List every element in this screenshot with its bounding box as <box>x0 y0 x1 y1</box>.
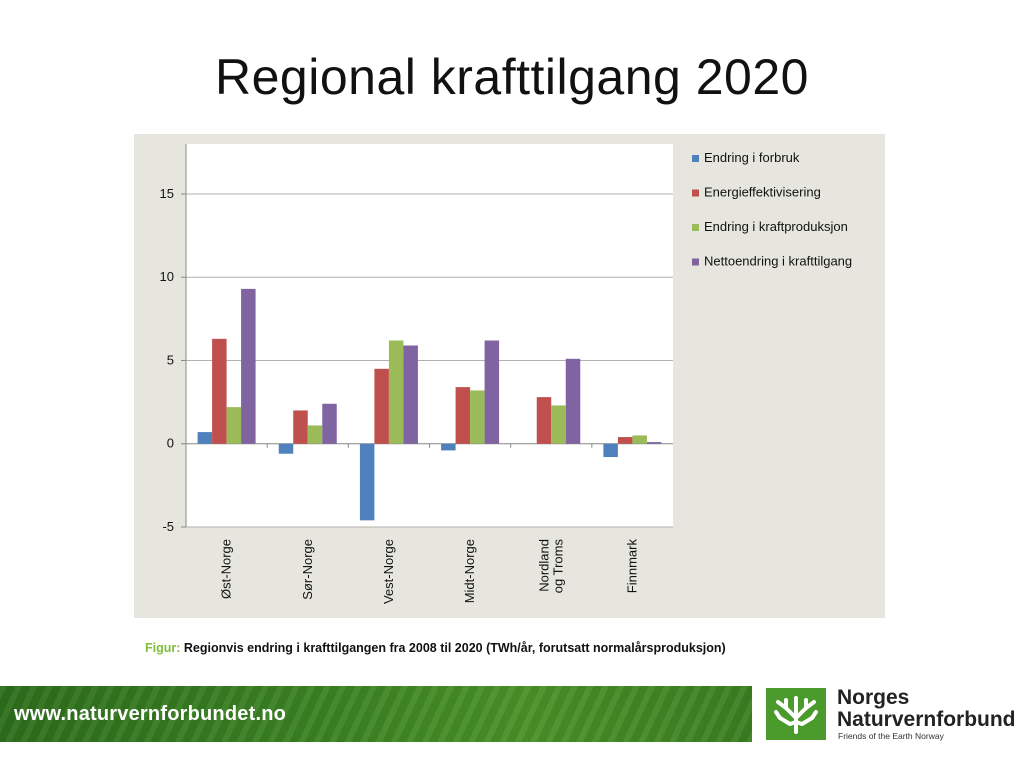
caption-text: Regionvis endring i krafttilgangen fra 2… <box>183 641 726 655</box>
chart-panel: -5 0 5 10 15 Øst-Norge Sør-Norge Vest-Norge Midt… <box>134 134 885 618</box>
bar <box>322 403 337 444</box>
caption-prefix: Figur: <box>145 641 181 655</box>
legend-label: Nettoendring i krafttilgang <box>704 254 852 269</box>
bar <box>441 443 456 451</box>
bar <box>226 407 242 444</box>
plot-area <box>186 144 673 527</box>
tree-crown-icon <box>774 696 818 734</box>
bar <box>403 345 418 444</box>
y-tick-label: 15 <box>160 186 174 201</box>
legend-swatch <box>692 155 699 162</box>
figure-caption: Figur: Regionvis endring i krafttilgange… <box>145 641 726 655</box>
bar <box>293 410 308 444</box>
bar <box>536 397 552 444</box>
x-category-label: Sør-Norge <box>300 539 315 600</box>
bar <box>455 387 471 444</box>
bar <box>307 425 323 444</box>
legend-swatch <box>692 258 699 266</box>
bar <box>646 442 662 444</box>
x-category-label: og Troms <box>550 539 565 594</box>
bar <box>632 435 647 444</box>
x-category-label: Finnmark <box>624 539 639 594</box>
bar <box>603 443 618 458</box>
legend-label: Energieffektivisering <box>704 185 821 200</box>
logo-subtitle: Friends of the Earth Norway <box>838 731 944 741</box>
bar <box>470 390 485 444</box>
legend-swatch <box>692 224 699 231</box>
footer-url-link[interactable]: www.naturvernforbundet.no <box>14 703 287 725</box>
legend-swatch <box>692 189 699 197</box>
y-tick-label: -5 <box>162 519 174 534</box>
logo-name-line2: Naturvernforbund <box>837 708 1016 731</box>
bar <box>388 340 404 444</box>
slide-title: Regional krafttilgang 2020 <box>215 49 809 105</box>
x-category-label: Øst-Norge <box>219 539 234 599</box>
bar <box>617 437 633 444</box>
organization-logo-icon <box>766 688 826 740</box>
x-category-label: Nordland <box>536 539 551 592</box>
bar <box>484 340 500 444</box>
legend-label: Endring i kraftproduksjon <box>704 219 848 234</box>
logo-name-line1: Norges <box>837 686 910 709</box>
bar <box>565 358 581 444</box>
x-category-label: Midt-Norge <box>462 539 477 603</box>
legend-label: Endring i forbruk <box>704 150 800 165</box>
footer-bar: www.naturvernforbundet.no <box>0 686 752 742</box>
bar-chart: -5 0 5 10 15 Øst-Norge Sør-Norge Vest-Norge Midt… <box>160 144 852 604</box>
bar <box>197 432 213 444</box>
x-category-label: Vest-Norge <box>381 539 396 604</box>
bar <box>241 288 256 444</box>
bar <box>359 443 375 521</box>
y-tick-label: 0 <box>167 436 174 451</box>
y-tick-label: 10 <box>160 269 174 284</box>
y-tick-label: 5 <box>167 352 174 367</box>
bar <box>212 338 227 444</box>
footer-texture <box>0 686 752 742</box>
bar <box>278 443 294 454</box>
bar <box>374 368 389 444</box>
bar <box>551 405 566 444</box>
